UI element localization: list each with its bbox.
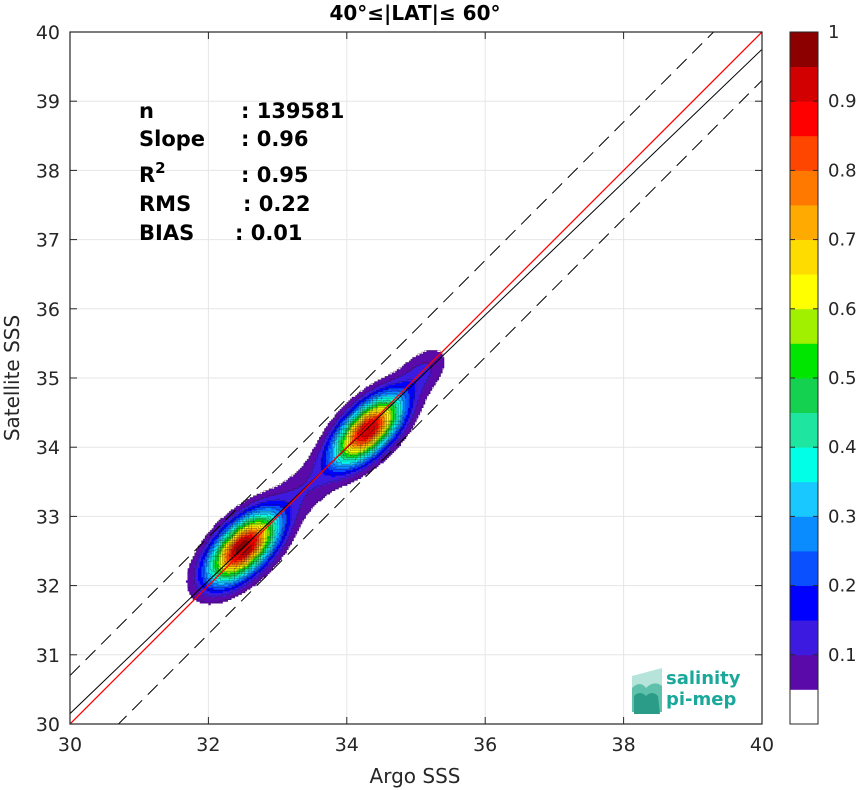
wave-logo-icon (632, 668, 662, 714)
colorbar-tick-label: 0.1 (828, 645, 857, 666)
y-axis-label: Satellite SSS (0, 315, 24, 441)
colorbar-tick-label: 0.8 (828, 160, 857, 181)
contour-line-12 (220, 407, 391, 571)
stat-value-n: : 139581 (241, 99, 344, 123)
colorbar-segment (790, 412, 818, 448)
y-tick-label: 38 (36, 160, 60, 182)
y-tick-label: 36 (36, 299, 60, 321)
y-tick-label: 31 (36, 645, 60, 667)
colorbar-segment (790, 378, 818, 413)
y-tick-label: 35 (36, 368, 60, 390)
contour-line-8 (213, 398, 399, 578)
colorbar-tick-label: 0.9 (828, 91, 857, 112)
x-tick-label: 34 (335, 734, 359, 756)
colorbar-segment (790, 585, 818, 621)
stat-value-bias: : 0.01 (235, 221, 303, 245)
colorbar-segment (790, 274, 818, 310)
stat-label-bias: BIAS (139, 221, 194, 245)
colorbar-segment (790, 620, 818, 656)
grid-lines (70, 32, 762, 724)
colorbar-tick-label: 0.6 (828, 299, 857, 320)
colorbar-segment (790, 689, 818, 725)
fit-line (70, 48, 762, 714)
stat-value-r: : 0.95 (241, 163, 309, 187)
contour-line-2 (194, 362, 432, 597)
colorbar-segment (790, 481, 818, 517)
y-tick-label: 39 (36, 91, 60, 113)
colorbar-segment (790, 170, 818, 206)
x-tick-label: 32 (196, 734, 220, 756)
colorbar-tick-label: 0.7 (828, 230, 857, 251)
colorbar-tick-label: 0.2 (828, 576, 857, 597)
y-tick-label: 34 (36, 437, 60, 459)
x-axis-label: Argo SSS (370, 764, 461, 788)
contour-line-17 (230, 417, 380, 560)
colorbar-segment (790, 205, 818, 240)
density-band-18 (232, 422, 376, 559)
contour-line-14 (223, 410, 387, 567)
identity-line (70, 32, 762, 724)
upper-bound-line (70, 32, 715, 676)
contour-line-11 (218, 405, 393, 573)
stat-value-rms: : 0.22 (243, 192, 311, 216)
reference-lines (70, 32, 762, 724)
x-tick-label: 30 (58, 734, 82, 756)
colorbar-tick-label: 0.4 (828, 437, 857, 458)
colorbar-segment (790, 447, 818, 483)
colorbar-segment (790, 654, 818, 690)
stat-label-rms: RMS (139, 192, 191, 216)
axis-ticks: 30 32 34 36 38 40 30 31 32 33 34 35 36 37 38 39 40 (36, 22, 774, 756)
stat-label-n: n (139, 99, 154, 123)
colorbar-segment (790, 343, 818, 379)
colorbar-segment (790, 239, 818, 275)
logo-pimep-text: pi-mep (666, 689, 736, 710)
lower-bound-line (117, 80, 762, 724)
contour-line-1 (187, 350, 444, 604)
colorbar-tick-label: 0.3 (828, 506, 857, 527)
x-tick-label: 36 (473, 734, 497, 756)
density-band-13 (222, 410, 388, 569)
chart-title: 40°≤|LAT|≤ 60° (329, 1, 500, 25)
colorbar-tick-label: 0.5 (828, 368, 857, 389)
density-band-12 (220, 407, 391, 571)
salinity-pi-mep-logo: salinity pi-mep (632, 668, 741, 714)
colorbar-segment (790, 135, 818, 171)
contour-line-9 (215, 400, 398, 576)
y-tick-label: 32 (36, 576, 60, 598)
y-tick-label: 37 (36, 230, 60, 252)
stat-label-slope: Slope (139, 127, 205, 151)
colorbar: 0.1 0.2 0.3 0.4 0.5 0.6 0.7 0.8 0.9 1 (789, 22, 857, 725)
contour-line-3 (199, 379, 417, 592)
colorbar-segment (790, 66, 818, 102)
colorbar-segment (790, 308, 818, 344)
x-tick-label: 38 (612, 734, 636, 756)
y-tick-label: 33 (36, 506, 60, 528)
x-tick-label: 40 (750, 734, 774, 756)
contour-line-7 (209, 396, 401, 581)
colorbar-tick-label: 1 (828, 22, 839, 43)
contour-line-20 (242, 545, 245, 548)
y-tick-label: 40 (36, 22, 60, 44)
logo-salinity-text: salinity (666, 668, 741, 689)
colorbar-segment (790, 551, 818, 586)
colorbar-segment (790, 516, 818, 552)
stat-value-slope: : 0.96 (241, 127, 309, 151)
y-tick-label: 30 (36, 714, 60, 736)
colorbar-segment (790, 101, 818, 137)
contour-line-10 (216, 401, 394, 574)
colorbar-segment (790, 32, 818, 67)
